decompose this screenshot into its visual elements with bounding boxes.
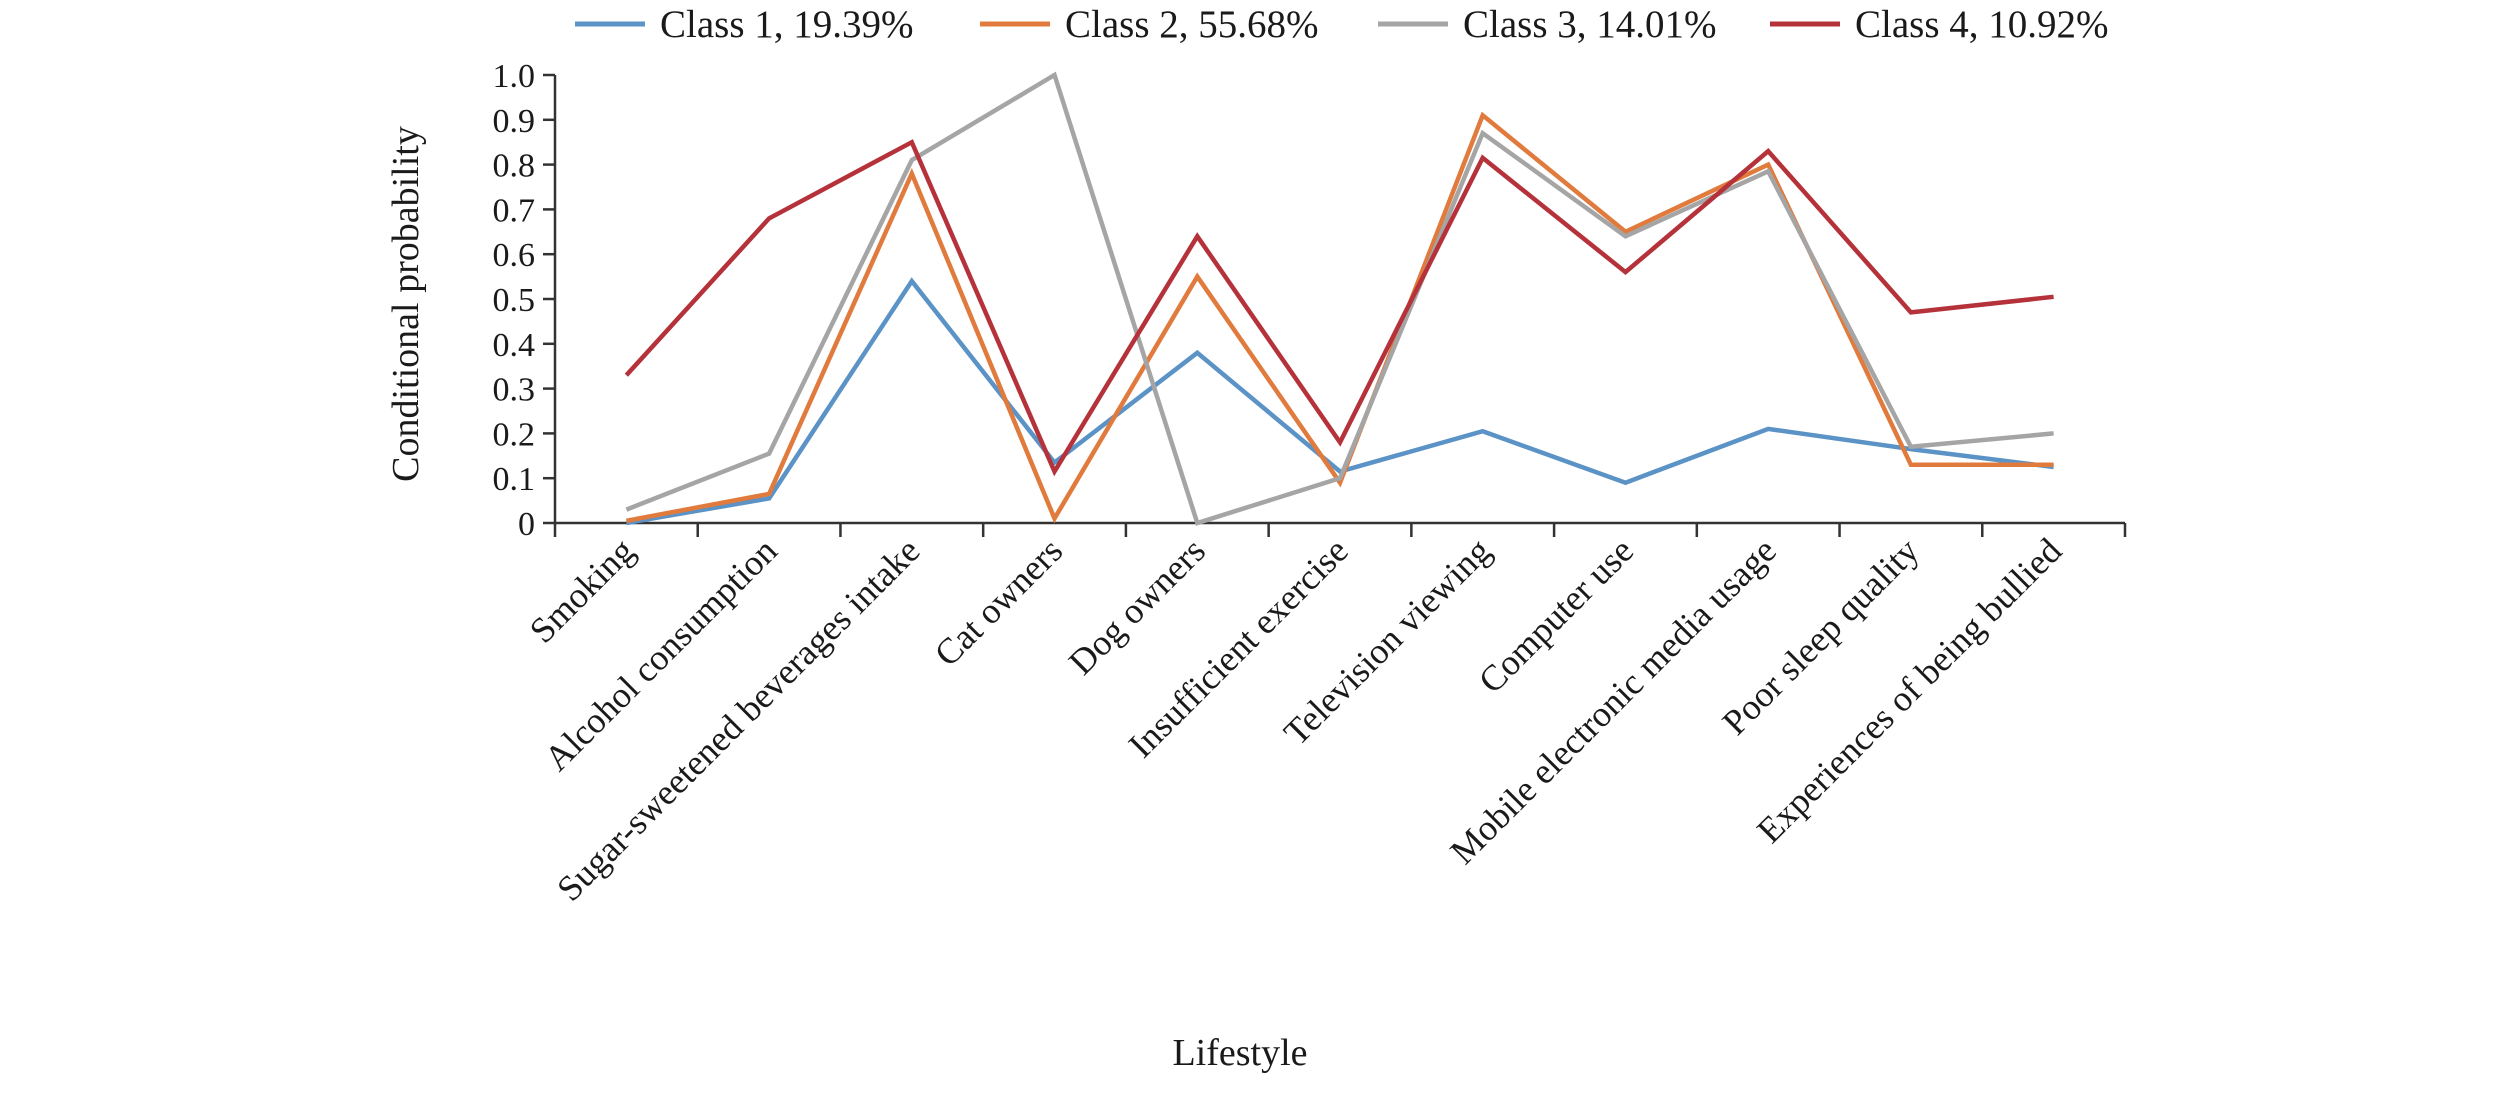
y-tick-label: 1.0 <box>493 58 536 95</box>
x-tick-label: Cat owners <box>927 530 1071 674</box>
x-tick-label: Alcohol consumption <box>537 530 785 778</box>
x-tick-label: Dog owners <box>1061 530 1213 682</box>
y-tick-label: 0.8 <box>493 148 536 185</box>
legend-item-class-3: Class 3, 14.01% <box>1378 3 1717 46</box>
y-tick-label: 0.6 <box>493 237 536 274</box>
x-tick-label: Experiences of being bullied <box>1749 530 2069 850</box>
legend-item-class-4: Class 4, 10.92% <box>1770 3 2109 46</box>
legend-item-class-1: Class 1, 19.39% <box>575 3 914 46</box>
y-axis: 0 0.1 0.2 0.3 0.4 0.5 0.6 0.7 0.8 0.9 1.0 <box>493 58 557 543</box>
y-tick-label: 0.2 <box>493 416 536 453</box>
legend-item-class-2: Class 2, 55.68% <box>980 3 1319 46</box>
series-line-class-2 <box>625 111 2054 524</box>
legend-label: Class 4, 10.92% <box>1855 3 2109 46</box>
legend-label: Class 1, 19.39% <box>660 3 914 46</box>
y-tick-label: 0.1 <box>493 461 536 498</box>
series-layer <box>624 71 2054 526</box>
legend: Class 1, 19.39% Class 2, 55.68% Class 3, 1… <box>575 3 2109 46</box>
legend-label: Class 3, 14.01% <box>1463 3 1717 46</box>
series-line-class-4 <box>624 139 2054 477</box>
x-axis-title: Lifestyle <box>1172 1032 1307 1074</box>
y-axis-title: Conditional probability <box>385 126 427 482</box>
legend-label: Class 2, 55.68% <box>1065 3 1319 46</box>
y-tick-label: 0.5 <box>493 282 536 319</box>
y-tick-label: 0.9 <box>493 103 536 140</box>
y-tick-label: 0.7 <box>493 192 536 229</box>
y-tick-label: 0 <box>518 506 535 543</box>
series-line-class-1 <box>626 277 2054 526</box>
y-tick-label: 0.3 <box>493 372 536 409</box>
x-tick-label: Smoking <box>522 530 642 650</box>
series-line-class-3 <box>625 71 2054 526</box>
y-tick-label: 0.4 <box>493 327 536 364</box>
